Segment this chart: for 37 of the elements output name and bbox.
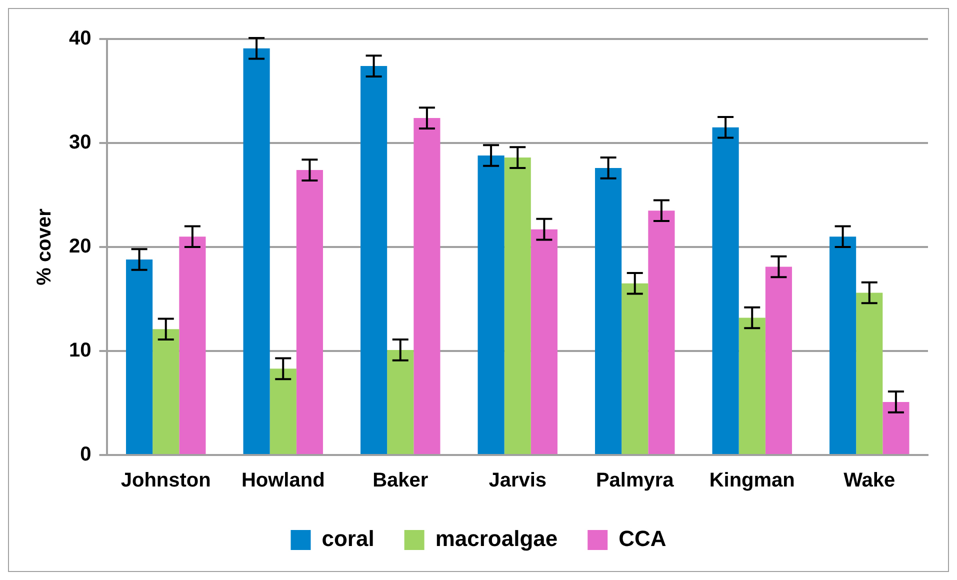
bar [179,236,206,454]
bar [414,118,440,454]
x-tick-label: Wake [844,470,896,492]
bar [243,48,270,454]
bar [530,229,558,454]
bar [622,283,648,454]
bar [296,170,323,454]
x-tick-label: Johnston [120,470,211,492]
y-tick-label: 10 [68,340,92,362]
bar [360,66,388,454]
bar [126,259,153,454]
y-tick-label: 20 [68,236,92,258]
x-tick-label: Howland [241,470,325,492]
x-tick-label: Palmyra [596,470,675,492]
bar [478,155,504,454]
y-tick-label: 0 [80,444,92,466]
bar [856,292,883,454]
legend-label: CCA [618,526,666,552]
bar [152,329,180,454]
y-tick-label: 30 [68,132,92,154]
bar [882,402,910,454]
x-tick-label: Baker [372,470,428,492]
bar [270,368,296,454]
legend-label: coral [322,526,374,552]
bar [595,168,622,454]
legend-label: macroalgae [435,526,558,552]
bar [830,236,856,454]
bar [765,266,792,454]
bar [712,127,739,454]
bar [648,210,675,454]
y-axis-title: % cover [34,208,56,286]
y-tick-label: 40 [68,28,92,50]
bar [738,318,766,454]
x-tick-label: Kingman [709,470,795,492]
bar [504,158,531,454]
bar [387,350,414,454]
x-tick-label: Jarvis [488,470,547,492]
